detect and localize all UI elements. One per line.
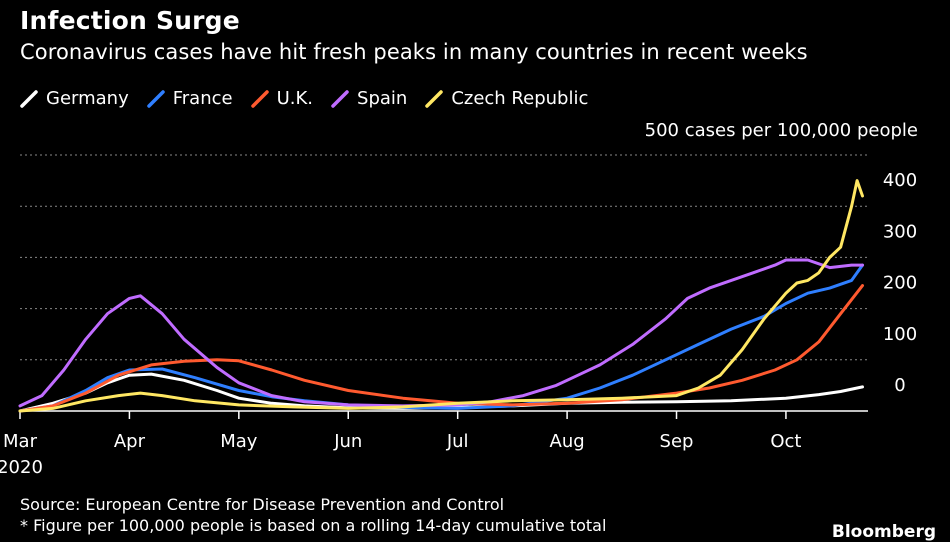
y-tick-label: 0 bbox=[894, 375, 905, 396]
legend-label: France bbox=[172, 88, 233, 109]
x-tick-label: Jun bbox=[333, 431, 362, 452]
legend-item: Germany bbox=[20, 88, 129, 109]
legend-item: U.K. bbox=[250, 88, 314, 109]
legend-label: Germany bbox=[46, 88, 129, 109]
chart-title: Infection Surge bbox=[20, 6, 240, 35]
legend-label: Czech Republic bbox=[451, 88, 589, 109]
series-line-france bbox=[18, 263, 864, 413]
footnote: * Figure per 100,000 people is based on … bbox=[20, 516, 607, 535]
series-line-czech-republic bbox=[18, 179, 864, 413]
legend-swatch bbox=[425, 89, 444, 108]
x-tick-label: Apr bbox=[114, 431, 146, 452]
chart-legend: Germany France U.K. Spain Czech Republic bbox=[20, 88, 606, 109]
y-axis-unit-label: 500 cases per 100,000 people bbox=[644, 120, 918, 141]
legend-swatch bbox=[20, 89, 38, 108]
legend-item: France bbox=[146, 88, 233, 109]
x-tick-label: Aug bbox=[550, 431, 585, 452]
series-line-u-k bbox=[18, 284, 864, 413]
y-tick-label: 200 bbox=[883, 273, 917, 294]
bloomberg-logo: Bloomberg bbox=[831, 522, 936, 542]
chart-subtitle: Coronavirus cases have hit fresh peaks i… bbox=[20, 40, 808, 64]
y-tick-label: 300 bbox=[883, 221, 917, 242]
y-tick-label: 400 bbox=[883, 170, 917, 191]
x-tick-label: Mar bbox=[3, 431, 38, 452]
legend-swatch bbox=[250, 89, 269, 108]
legend-item: Spain bbox=[331, 88, 407, 109]
series-line-spain bbox=[18, 258, 864, 408]
x-tick-label: Oct bbox=[770, 431, 801, 452]
legend-item: Czech Republic bbox=[425, 88, 588, 109]
x-tick-sublabel: 2020 bbox=[0, 457, 43, 478]
legend-swatch bbox=[146, 89, 165, 108]
source-note: Source: European Centre for Disease Prev… bbox=[20, 495, 505, 514]
legend-label: Spain bbox=[357, 88, 408, 109]
legend-label: U.K. bbox=[276, 88, 314, 109]
x-tick-label: May bbox=[220, 431, 258, 452]
legend-swatch bbox=[331, 89, 349, 108]
x-tick-label: Jul bbox=[446, 431, 469, 452]
y-tick-label: 100 bbox=[883, 324, 917, 345]
x-tick-label: Sep bbox=[660, 431, 694, 452]
